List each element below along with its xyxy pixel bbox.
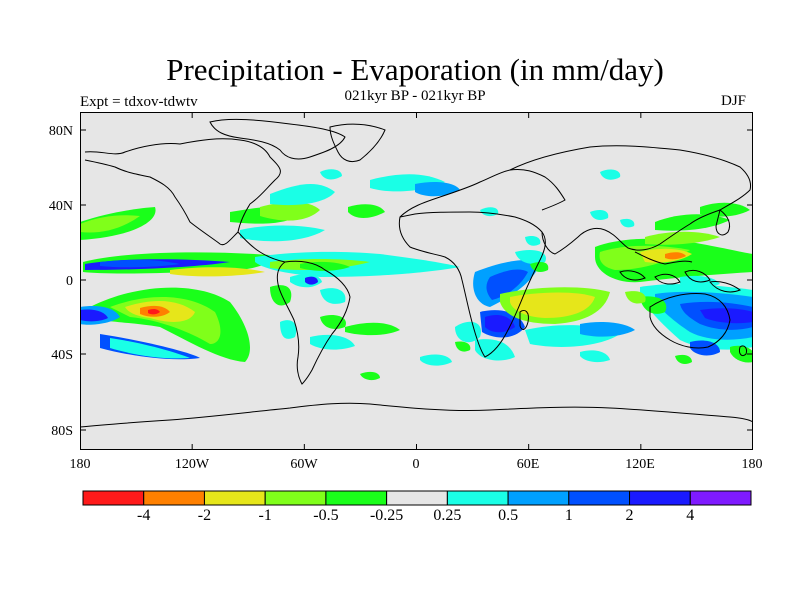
colorbar-swatch: [264, 490, 327, 506]
lat-tick-label: 80N: [48, 124, 73, 139]
chart-subtitle: 021kyr BP - 021kyr BP: [344, 88, 486, 104]
colorbar-label: 0.25: [433, 507, 462, 524]
colorbar-swatch: [203, 490, 266, 506]
colorbar-swatch: [689, 490, 752, 506]
axis-ticks: [80, 112, 753, 450]
lon-tick-label: 120W: [174, 457, 210, 472]
colorbar-label: 1: [564, 507, 573, 524]
lon-tick-label: 60W: [290, 457, 318, 472]
colorbar-label: 2: [625, 507, 634, 524]
colorbar-swatch: [568, 490, 631, 506]
lon-tick-label: 180: [741, 457, 763, 472]
lat-tick-label: 0: [66, 274, 73, 289]
colorbar-swatch: [629, 490, 691, 506]
lon-tick-label: 60E: [516, 457, 540, 472]
colorbar-label: -1: [258, 507, 272, 524]
colorbar-label: -0.5: [313, 507, 339, 524]
colorbar-label: -4: [137, 507, 151, 524]
colorbar-swatch: [386, 490, 448, 506]
colorbar-swatch: [82, 490, 145, 506]
colorbar-swatch: [507, 490, 570, 506]
season-label: DJF: [721, 93, 747, 109]
lat-tick-label: 80S: [51, 424, 73, 439]
lon-tick-label: 0: [412, 457, 420, 472]
colorbar-label: 4: [686, 507, 695, 524]
lat-tick-label: 40S: [51, 348, 73, 363]
lon-tick-label: 120E: [625, 457, 655, 472]
colorbar-swatch: [143, 490, 205, 506]
experiment-label: Expt = tdxov-tdwtv: [80, 94, 198, 110]
colorbar-swatch: [325, 490, 388, 506]
chart-title: Precipitation - Evaporation (in mm/day): [166, 52, 664, 87]
coastlines: [80, 118, 753, 428]
world-map: [80, 112, 753, 450]
colorbar-label: -0.25: [369, 507, 404, 524]
lon-tick-label: 180: [69, 457, 91, 472]
colorbar-label: 0.5: [498, 507, 519, 524]
map-background: [80, 112, 753, 450]
colorbar-label: -2: [197, 507, 212, 524]
colorbar-swatch: [446, 490, 509, 506]
colorbar: [82, 490, 752, 506]
lat-tick-label: 40N: [48, 199, 73, 214]
